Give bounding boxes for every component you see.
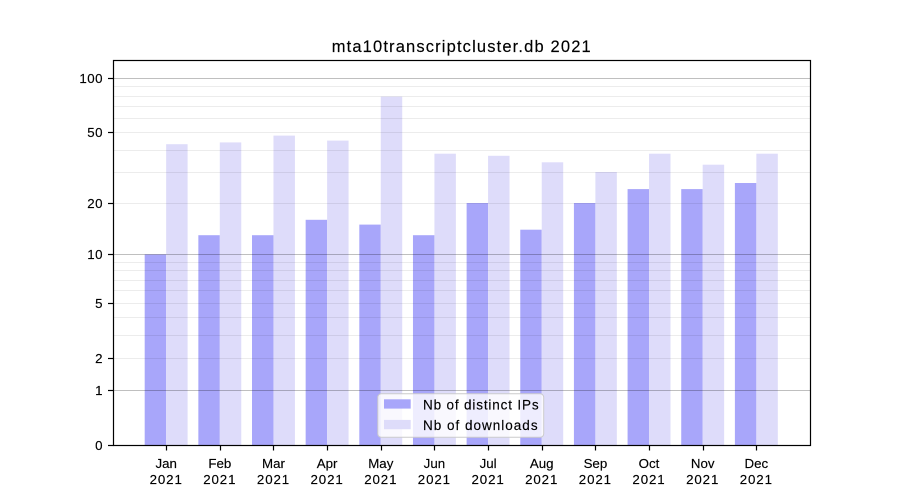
svg-text:5: 5 <box>95 296 103 311</box>
svg-text:mta10transcriptcluster.db 2021: mta10transcriptcluster.db 2021 <box>332 38 592 56</box>
svg-text:2: 2 <box>95 351 103 366</box>
svg-text:Nb of distinct IPs: Nb of distinct IPs <box>423 398 539 413</box>
svg-text:Dec: Dec <box>744 456 768 471</box>
svg-text:Nov: Nov <box>691 456 715 471</box>
svg-text:Jan: Jan <box>155 456 176 471</box>
svg-text:2021: 2021 <box>686 472 719 487</box>
svg-text:2021: 2021 <box>579 472 612 487</box>
svg-text:2021: 2021 <box>472 472 505 487</box>
svg-text:Jul: Jul <box>480 456 497 471</box>
svg-text:2021: 2021 <box>311 472 344 487</box>
svg-text:2021: 2021 <box>418 472 451 487</box>
svg-text:Feb: Feb <box>208 456 231 471</box>
svg-text:10: 10 <box>87 247 103 262</box>
svg-text:Aug: Aug <box>530 456 554 471</box>
svg-text:Nb of downloads: Nb of downloads <box>423 418 539 433</box>
svg-text:2021: 2021 <box>632 472 665 487</box>
svg-text:Apr: Apr <box>317 456 338 471</box>
svg-text:20: 20 <box>87 196 103 211</box>
svg-text:Mar: Mar <box>262 456 285 471</box>
svg-text:2021: 2021 <box>364 472 397 487</box>
svg-text:1: 1 <box>95 383 103 398</box>
svg-text:100: 100 <box>79 71 103 86</box>
svg-text:2021: 2021 <box>257 472 290 487</box>
svg-text:Oct: Oct <box>639 456 660 471</box>
svg-text:May: May <box>368 456 393 471</box>
svg-text:2021: 2021 <box>150 472 183 487</box>
svg-text:50: 50 <box>87 125 103 140</box>
svg-text:2021: 2021 <box>203 472 236 487</box>
svg-text:0: 0 <box>95 438 103 453</box>
svg-text:2021: 2021 <box>740 472 773 487</box>
svg-text:Sep: Sep <box>584 456 608 471</box>
svg-text:2021: 2021 <box>525 472 558 487</box>
svg-text:Jun: Jun <box>424 456 445 471</box>
